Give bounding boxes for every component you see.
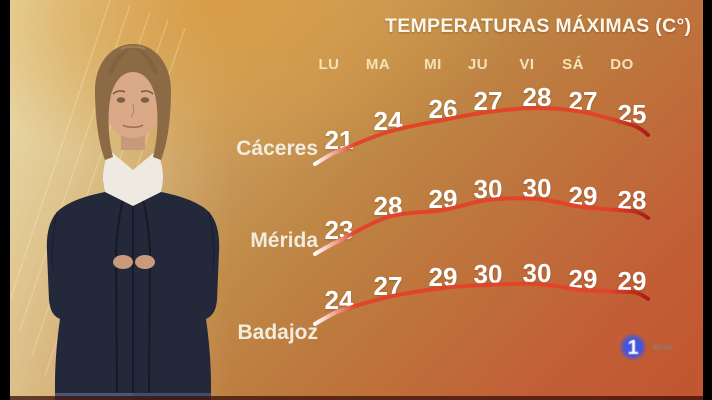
svg-text:1: 1 (627, 337, 638, 359)
svg-text:RTVE: RTVE (653, 343, 673, 352)
